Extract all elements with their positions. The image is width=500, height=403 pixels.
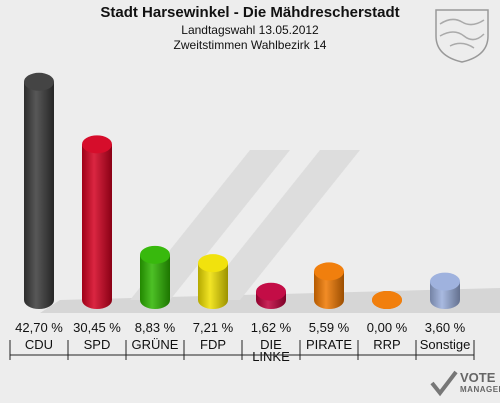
- bar-top: [140, 245, 170, 264]
- category-label: DIE: [260, 337, 282, 352]
- bar-top: [430, 272, 460, 291]
- checkmark-icon: [430, 370, 458, 397]
- district-subtitle: Zweitstimmen Wahlbezirk 14: [173, 38, 327, 52]
- value-label: 30,45 %: [73, 320, 121, 335]
- logo-text-manager: MANAGER: [460, 385, 500, 394]
- category-label: LINKE: [252, 349, 290, 364]
- value-label: 3,60 %: [425, 320, 466, 335]
- value-label: 1,62 %: [251, 320, 292, 335]
- value-label: 42,70 %: [15, 320, 63, 335]
- value-label: 7,21 %: [193, 320, 234, 335]
- bar-grüne: [140, 245, 170, 309]
- value-label: 8,83 %: [135, 320, 176, 335]
- bar-top: [24, 72, 54, 91]
- bar-rrp: [372, 291, 402, 309]
- bar-die-linke: [256, 282, 286, 309]
- bar-pirate: [314, 262, 344, 309]
- chart-title: Stadt Harsewinkel - Die Mähdrescherstadt: [100, 4, 400, 21]
- bar-fdp: [198, 254, 228, 309]
- category-label: FDP: [200, 337, 226, 352]
- coat-of-arms-icon: [435, 9, 489, 63]
- bar-top: [82, 135, 112, 154]
- value-label: 0,00 %: [367, 320, 408, 335]
- bar-cdu: [24, 72, 54, 309]
- bar-body: [314, 271, 344, 309]
- category-label: RRP: [373, 337, 400, 352]
- category-label: Sonstige: [420, 337, 471, 352]
- bar-top: [198, 254, 228, 273]
- bar-top: [256, 282, 286, 301]
- bar-top: [372, 291, 402, 309]
- category-label: PIRATE: [306, 337, 352, 352]
- bar-top: [314, 262, 344, 281]
- chart-shadow-stripe-2: [200, 150, 360, 300]
- bar-spd: [82, 135, 112, 309]
- bar-body: [140, 254, 170, 309]
- election-subtitle: Landtagswahl 13.05.2012: [181, 23, 319, 37]
- logo-text-vote: VOTE: [460, 370, 496, 385]
- category-label: SPD: [84, 337, 111, 352]
- category-label: GRÜNE: [132, 337, 179, 352]
- bar-sonstige: [430, 272, 460, 309]
- vote-manager-logo: VOTE MANAGER: [428, 368, 500, 398]
- bar-body: [24, 81, 54, 309]
- category-label: CDU: [25, 337, 53, 352]
- bar-body: [198, 263, 228, 309]
- bar-body: [82, 144, 112, 309]
- value-label: 5,59 %: [309, 320, 350, 335]
